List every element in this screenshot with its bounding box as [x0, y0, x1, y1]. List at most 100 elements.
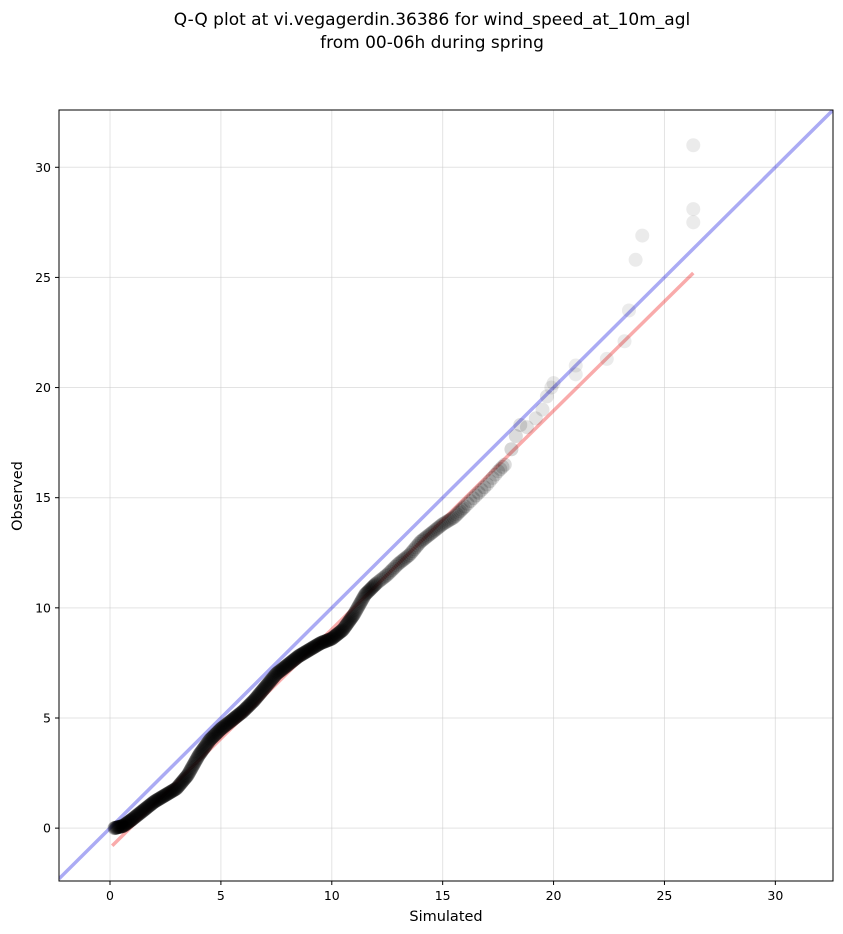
quantile-point	[243, 696, 258, 711]
quantile-point	[297, 645, 312, 660]
quantile-point	[405, 544, 420, 559]
quantile-point	[173, 776, 188, 791]
quantile-point	[118, 817, 133, 832]
quantile-point	[274, 663, 289, 678]
quantile-point	[303, 642, 318, 657]
quantile-point	[183, 762, 198, 777]
reference-lines	[59, 110, 833, 881]
quantile-point	[322, 632, 337, 647]
quantile-point	[171, 779, 186, 794]
quantile-point	[115, 819, 130, 834]
quantile-point	[350, 600, 365, 615]
quantile-point	[156, 789, 171, 804]
quantile-point	[403, 546, 418, 561]
quantile-point	[108, 820, 123, 835]
quantile-point	[204, 731, 219, 746]
x-tick-label: 0	[106, 888, 114, 903]
quantile-point	[293, 647, 308, 662]
quantile-point	[343, 612, 358, 627]
quantile-point	[466, 491, 481, 506]
quantile-point	[474, 482, 489, 497]
quantile-point	[341, 615, 356, 630]
quantile-point	[131, 807, 146, 822]
quantile-point	[170, 780, 185, 795]
quantile-point	[268, 667, 283, 682]
quantile-point	[388, 559, 403, 574]
x-tick-label: 20	[546, 888, 562, 903]
quantile-point	[255, 682, 270, 697]
quantile-point	[217, 719, 232, 734]
quantile-point	[246, 694, 261, 709]
quantile-point	[216, 720, 231, 735]
quantile-point	[143, 797, 158, 812]
tail-quantile-point	[568, 367, 583, 382]
quantile-point	[186, 756, 201, 771]
quantile-point	[196, 741, 211, 756]
quantile-point	[138, 801, 153, 816]
quantile-point	[260, 677, 275, 692]
quantile-point	[236, 704, 251, 719]
quantile-point	[336, 621, 351, 636]
quantile-point	[394, 554, 409, 569]
quantile-point	[254, 684, 269, 699]
quantile-point	[222, 715, 237, 730]
tail-quantile-point	[635, 228, 650, 243]
quantile-point	[165, 783, 180, 798]
quantile-point	[294, 647, 309, 662]
quantile-point	[334, 624, 349, 639]
quantile-point	[190, 749, 205, 764]
quantile-point	[335, 622, 350, 637]
quantile-point	[240, 700, 255, 715]
quantile-point	[418, 530, 433, 545]
tail-quantile-point	[568, 358, 583, 373]
quantile-point	[419, 529, 434, 544]
quantile-point	[134, 804, 149, 819]
quantile-point	[122, 814, 137, 829]
quantile-point	[354, 593, 369, 608]
quantile-point	[363, 582, 378, 597]
y-tick-label: 30	[35, 160, 51, 175]
y-axis-label: Observed	[10, 461, 26, 531]
quantile-point	[400, 549, 415, 564]
quantile-point	[141, 799, 156, 814]
quantile-point	[184, 761, 199, 776]
tail-quantile-point	[535, 402, 550, 417]
quantile-point	[346, 608, 361, 623]
quantile-point	[116, 818, 131, 833]
quantile-point	[167, 782, 182, 797]
quantile-point	[141, 799, 156, 814]
tail-quantile-point	[519, 420, 534, 435]
quantile-point	[142, 798, 157, 813]
quantile-point	[413, 534, 428, 549]
quantile-point	[316, 634, 331, 649]
quantile-point	[174, 775, 189, 790]
quantile-point	[215, 720, 230, 735]
quantile-point	[440, 514, 455, 529]
quantile-point	[270, 666, 285, 681]
quantile-point	[259, 679, 274, 694]
quantile-point	[220, 716, 235, 731]
quantile-point	[434, 518, 449, 533]
tail-quantile-point	[686, 215, 701, 230]
quantile-point	[457, 499, 472, 514]
quantile-point	[399, 550, 414, 565]
x-axis-label: Simulated	[409, 909, 482, 925]
quantile-point	[212, 723, 227, 738]
quantile-point	[285, 654, 300, 669]
quantile-point	[230, 708, 245, 723]
quantile-point	[229, 709, 244, 724]
quantile-point	[392, 555, 407, 570]
quantile-point	[306, 640, 321, 655]
grid-lines	[59, 110, 833, 881]
quantile-point	[181, 766, 196, 781]
quantile-point	[225, 712, 240, 727]
quantile-point	[116, 818, 131, 833]
quantile-point	[369, 576, 384, 591]
quantile-point	[163, 785, 178, 800]
quantile-point	[497, 457, 512, 472]
quantile-point	[201, 735, 216, 750]
quantile-point	[298, 645, 313, 660]
quantile-point	[250, 689, 265, 704]
quantile-point	[153, 790, 168, 805]
quantile-point	[380, 567, 395, 582]
